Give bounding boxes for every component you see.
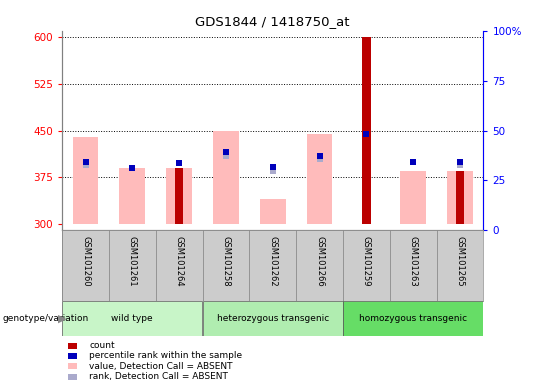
Bar [202, 230, 249, 301]
Text: GSM101264: GSM101264 [174, 236, 184, 287]
Text: heterozygous transgenic: heterozygous transgenic [217, 314, 329, 323]
Bar [249, 230, 296, 301]
Text: GSM101259: GSM101259 [362, 236, 371, 286]
Bar [62, 301, 202, 336]
Bar [343, 230, 390, 301]
Bar [175, 168, 183, 224]
Bar [156, 230, 202, 301]
Text: wild type: wild type [111, 314, 153, 323]
Bar [343, 301, 483, 336]
Text: GSM101265: GSM101265 [455, 236, 464, 287]
Bar [119, 168, 145, 224]
Text: GSM101263: GSM101263 [409, 236, 417, 287]
Bar [62, 230, 109, 301]
Text: rank, Detection Call = ABSENT: rank, Detection Call = ABSENT [89, 372, 228, 381]
Title: GDS1844 / 1418750_at: GDS1844 / 1418750_at [195, 15, 350, 28]
Bar [307, 134, 333, 224]
Bar [260, 199, 286, 224]
Text: value, Detection Call = ABSENT: value, Detection Call = ABSENT [89, 362, 233, 371]
Text: GSM101260: GSM101260 [81, 236, 90, 287]
Bar [390, 230, 436, 301]
Text: GSM101258: GSM101258 [221, 236, 231, 287]
Text: GSM101262: GSM101262 [268, 236, 277, 287]
Bar [456, 171, 464, 224]
Bar [166, 168, 192, 224]
Bar [436, 230, 483, 301]
Text: count: count [89, 341, 114, 350]
Bar [213, 131, 239, 224]
Bar [109, 230, 156, 301]
Text: genotype/variation: genotype/variation [3, 314, 89, 323]
Bar [296, 230, 343, 301]
Bar [447, 171, 473, 224]
Text: GSM101261: GSM101261 [128, 236, 137, 287]
Bar [400, 171, 426, 224]
Text: GSM101266: GSM101266 [315, 236, 324, 287]
Bar [362, 37, 370, 224]
Text: homozygous transgenic: homozygous transgenic [359, 314, 467, 323]
Text: ▶: ▶ [58, 314, 67, 324]
Text: percentile rank within the sample: percentile rank within the sample [89, 351, 242, 361]
Bar [202, 301, 343, 336]
Bar [72, 137, 98, 224]
